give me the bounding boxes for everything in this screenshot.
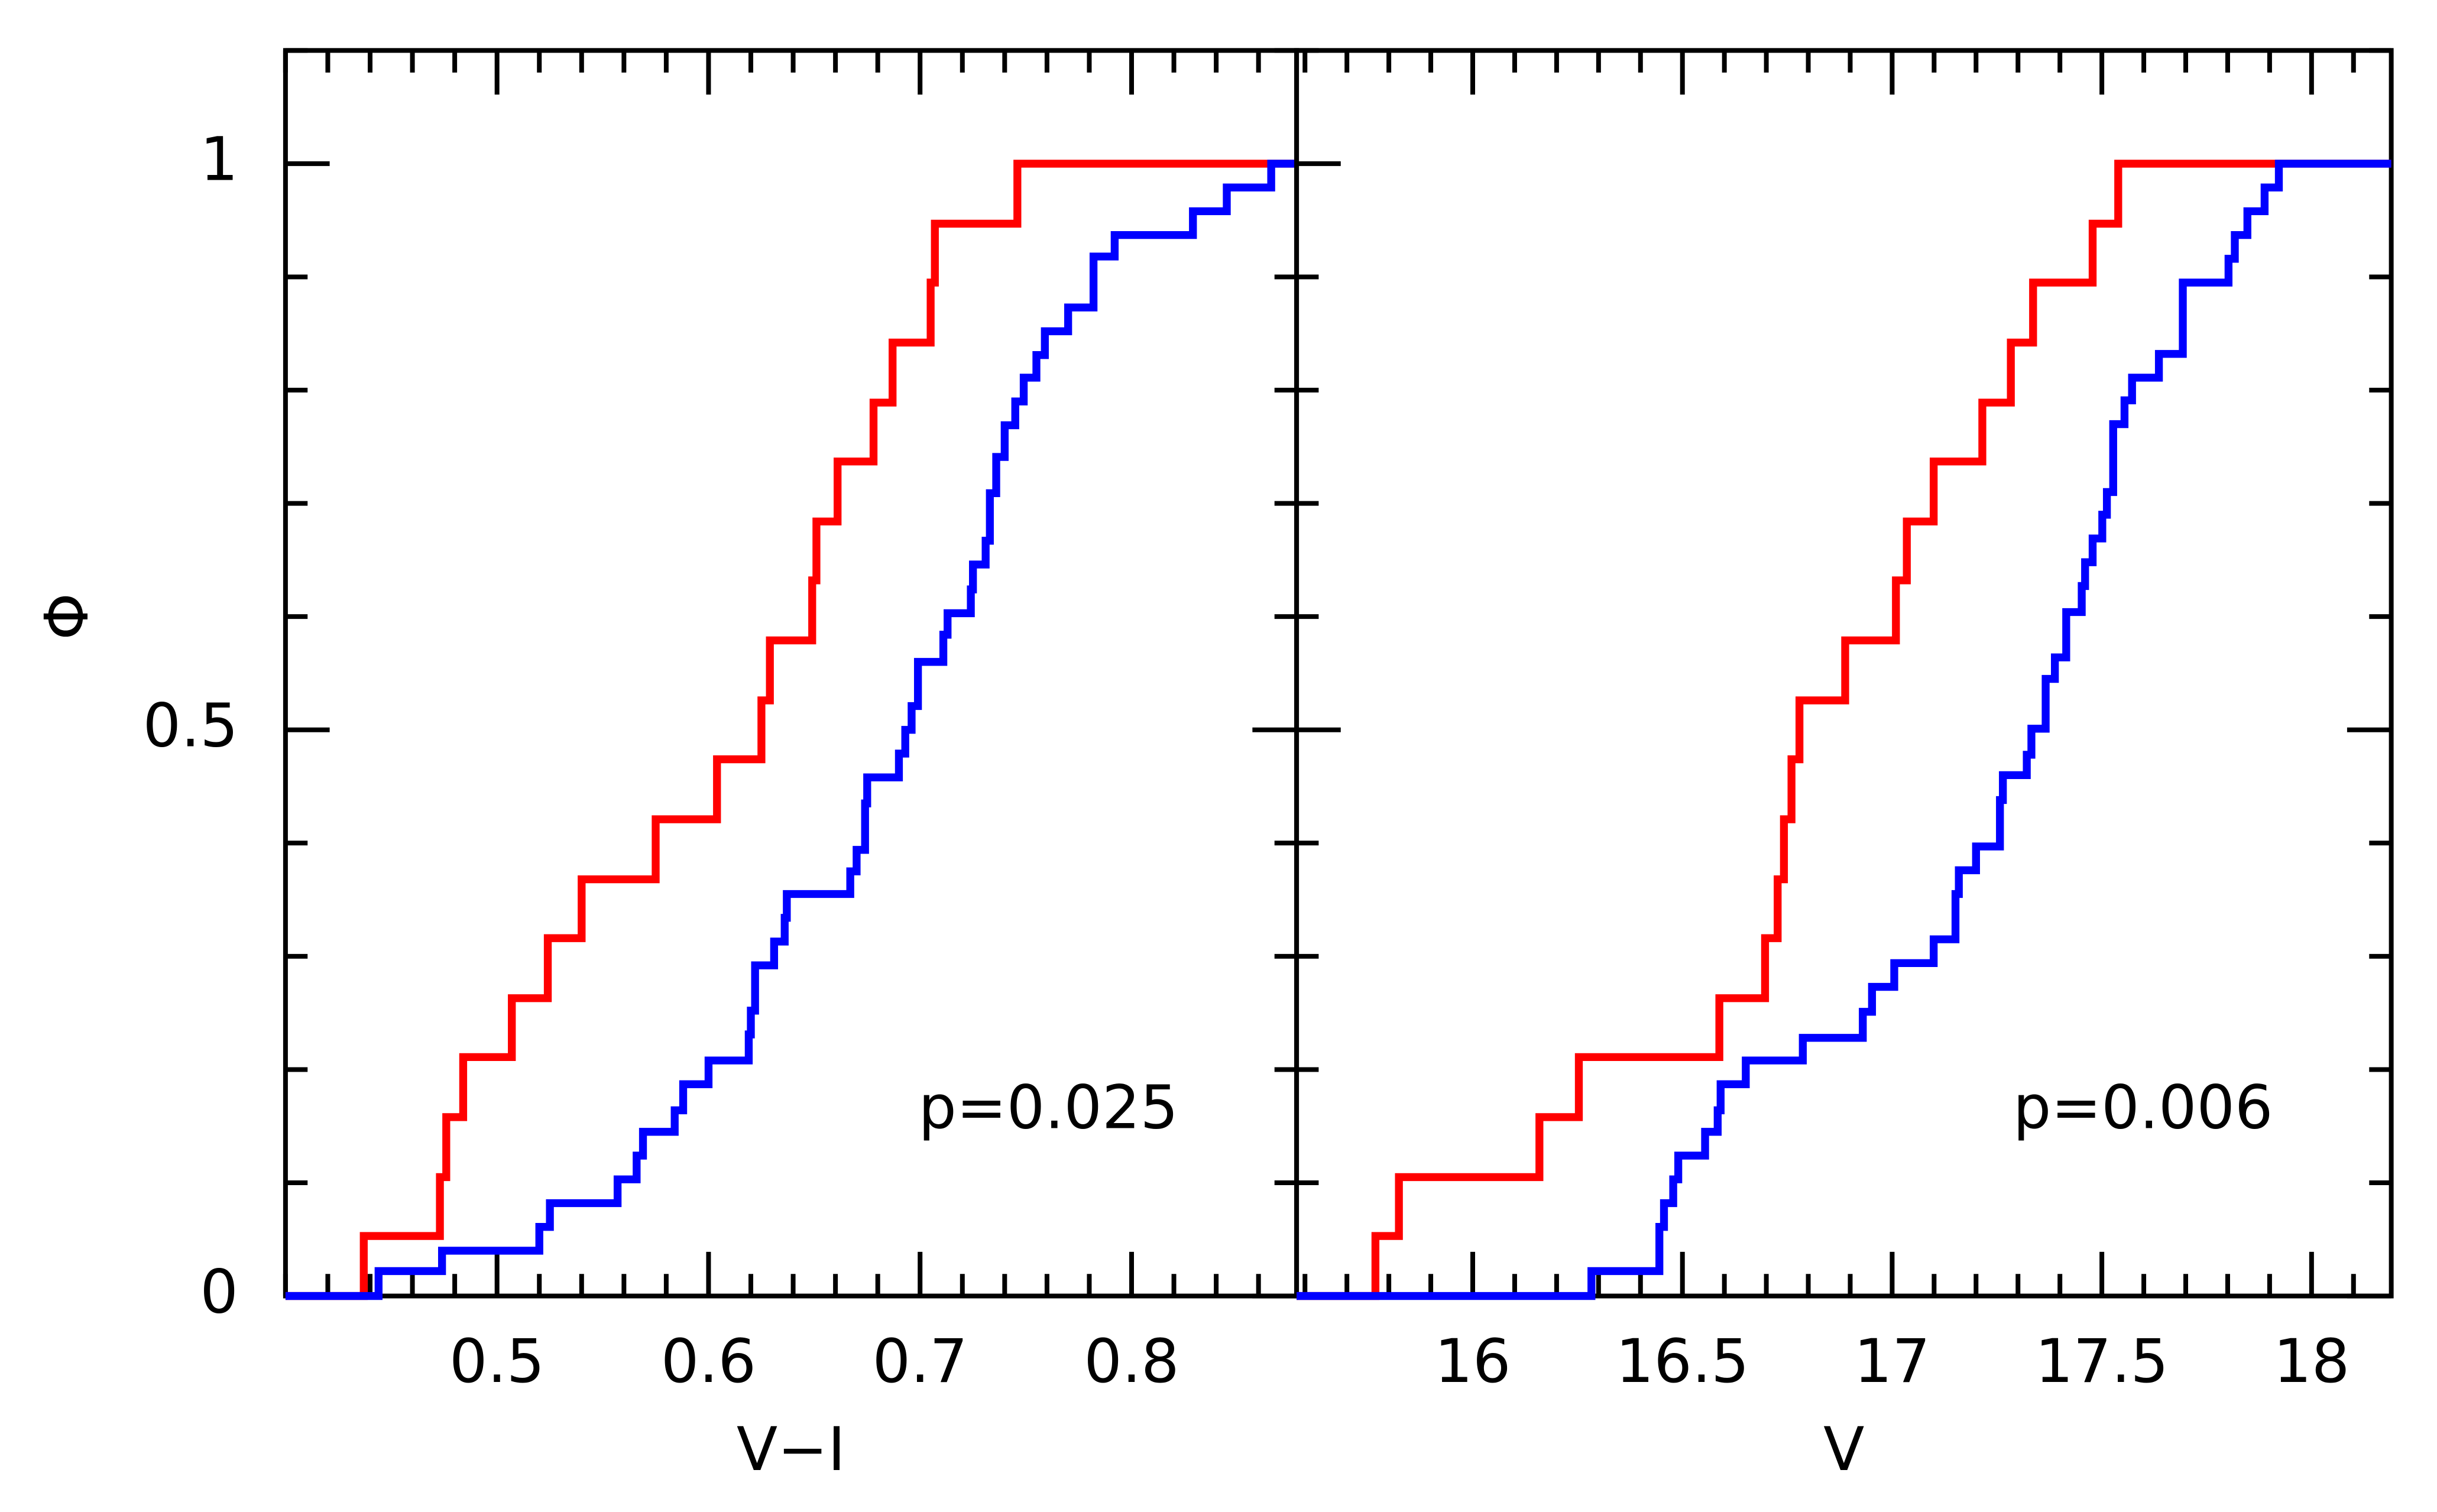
y-tick-label: 0 — [200, 1257, 238, 1326]
plot-frame — [1294, 48, 2394, 1299]
x-tick-label: 18 — [2273, 1326, 2349, 1396]
x-axis-label: V — [1823, 1414, 1864, 1484]
x-tick-label: 17.5 — [2035, 1326, 2169, 1396]
step-line — [1297, 160, 2391, 1300]
x-tick-label: 17 — [1854, 1326, 1930, 1396]
x-axis-label: V−I — [737, 1414, 845, 1484]
panel: 16 16.5 17 17.5 18 Vp=0.006 — [1294, 48, 2394, 1484]
x-tick-label: 16.5 — [1616, 1326, 1749, 1396]
x-tick-label: 0.5 — [449, 1326, 545, 1396]
annotation: p=0.025 — [918, 1072, 1178, 1142]
y-tick-label: 0.5 — [143, 691, 238, 761]
step-line — [285, 160, 1297, 1300]
step-line — [285, 160, 1297, 1300]
annotation: p=0.006 — [2013, 1072, 2273, 1142]
panel: 0.5 0.6 0.7 0.8 0 0.5 1 V−I Φp=0.025 — [32, 48, 1299, 1484]
x-tick-label: 16 — [1435, 1326, 1511, 1396]
y-axis-label: Φ — [32, 593, 102, 640]
step-line — [1297, 160, 2391, 1300]
y-tick-label: 1 — [200, 125, 238, 194]
x-tick-label: 0.7 — [873, 1326, 968, 1396]
x-tick-label: 0.8 — [1084, 1326, 1179, 1396]
x-tick-label: 0.6 — [661, 1326, 756, 1396]
